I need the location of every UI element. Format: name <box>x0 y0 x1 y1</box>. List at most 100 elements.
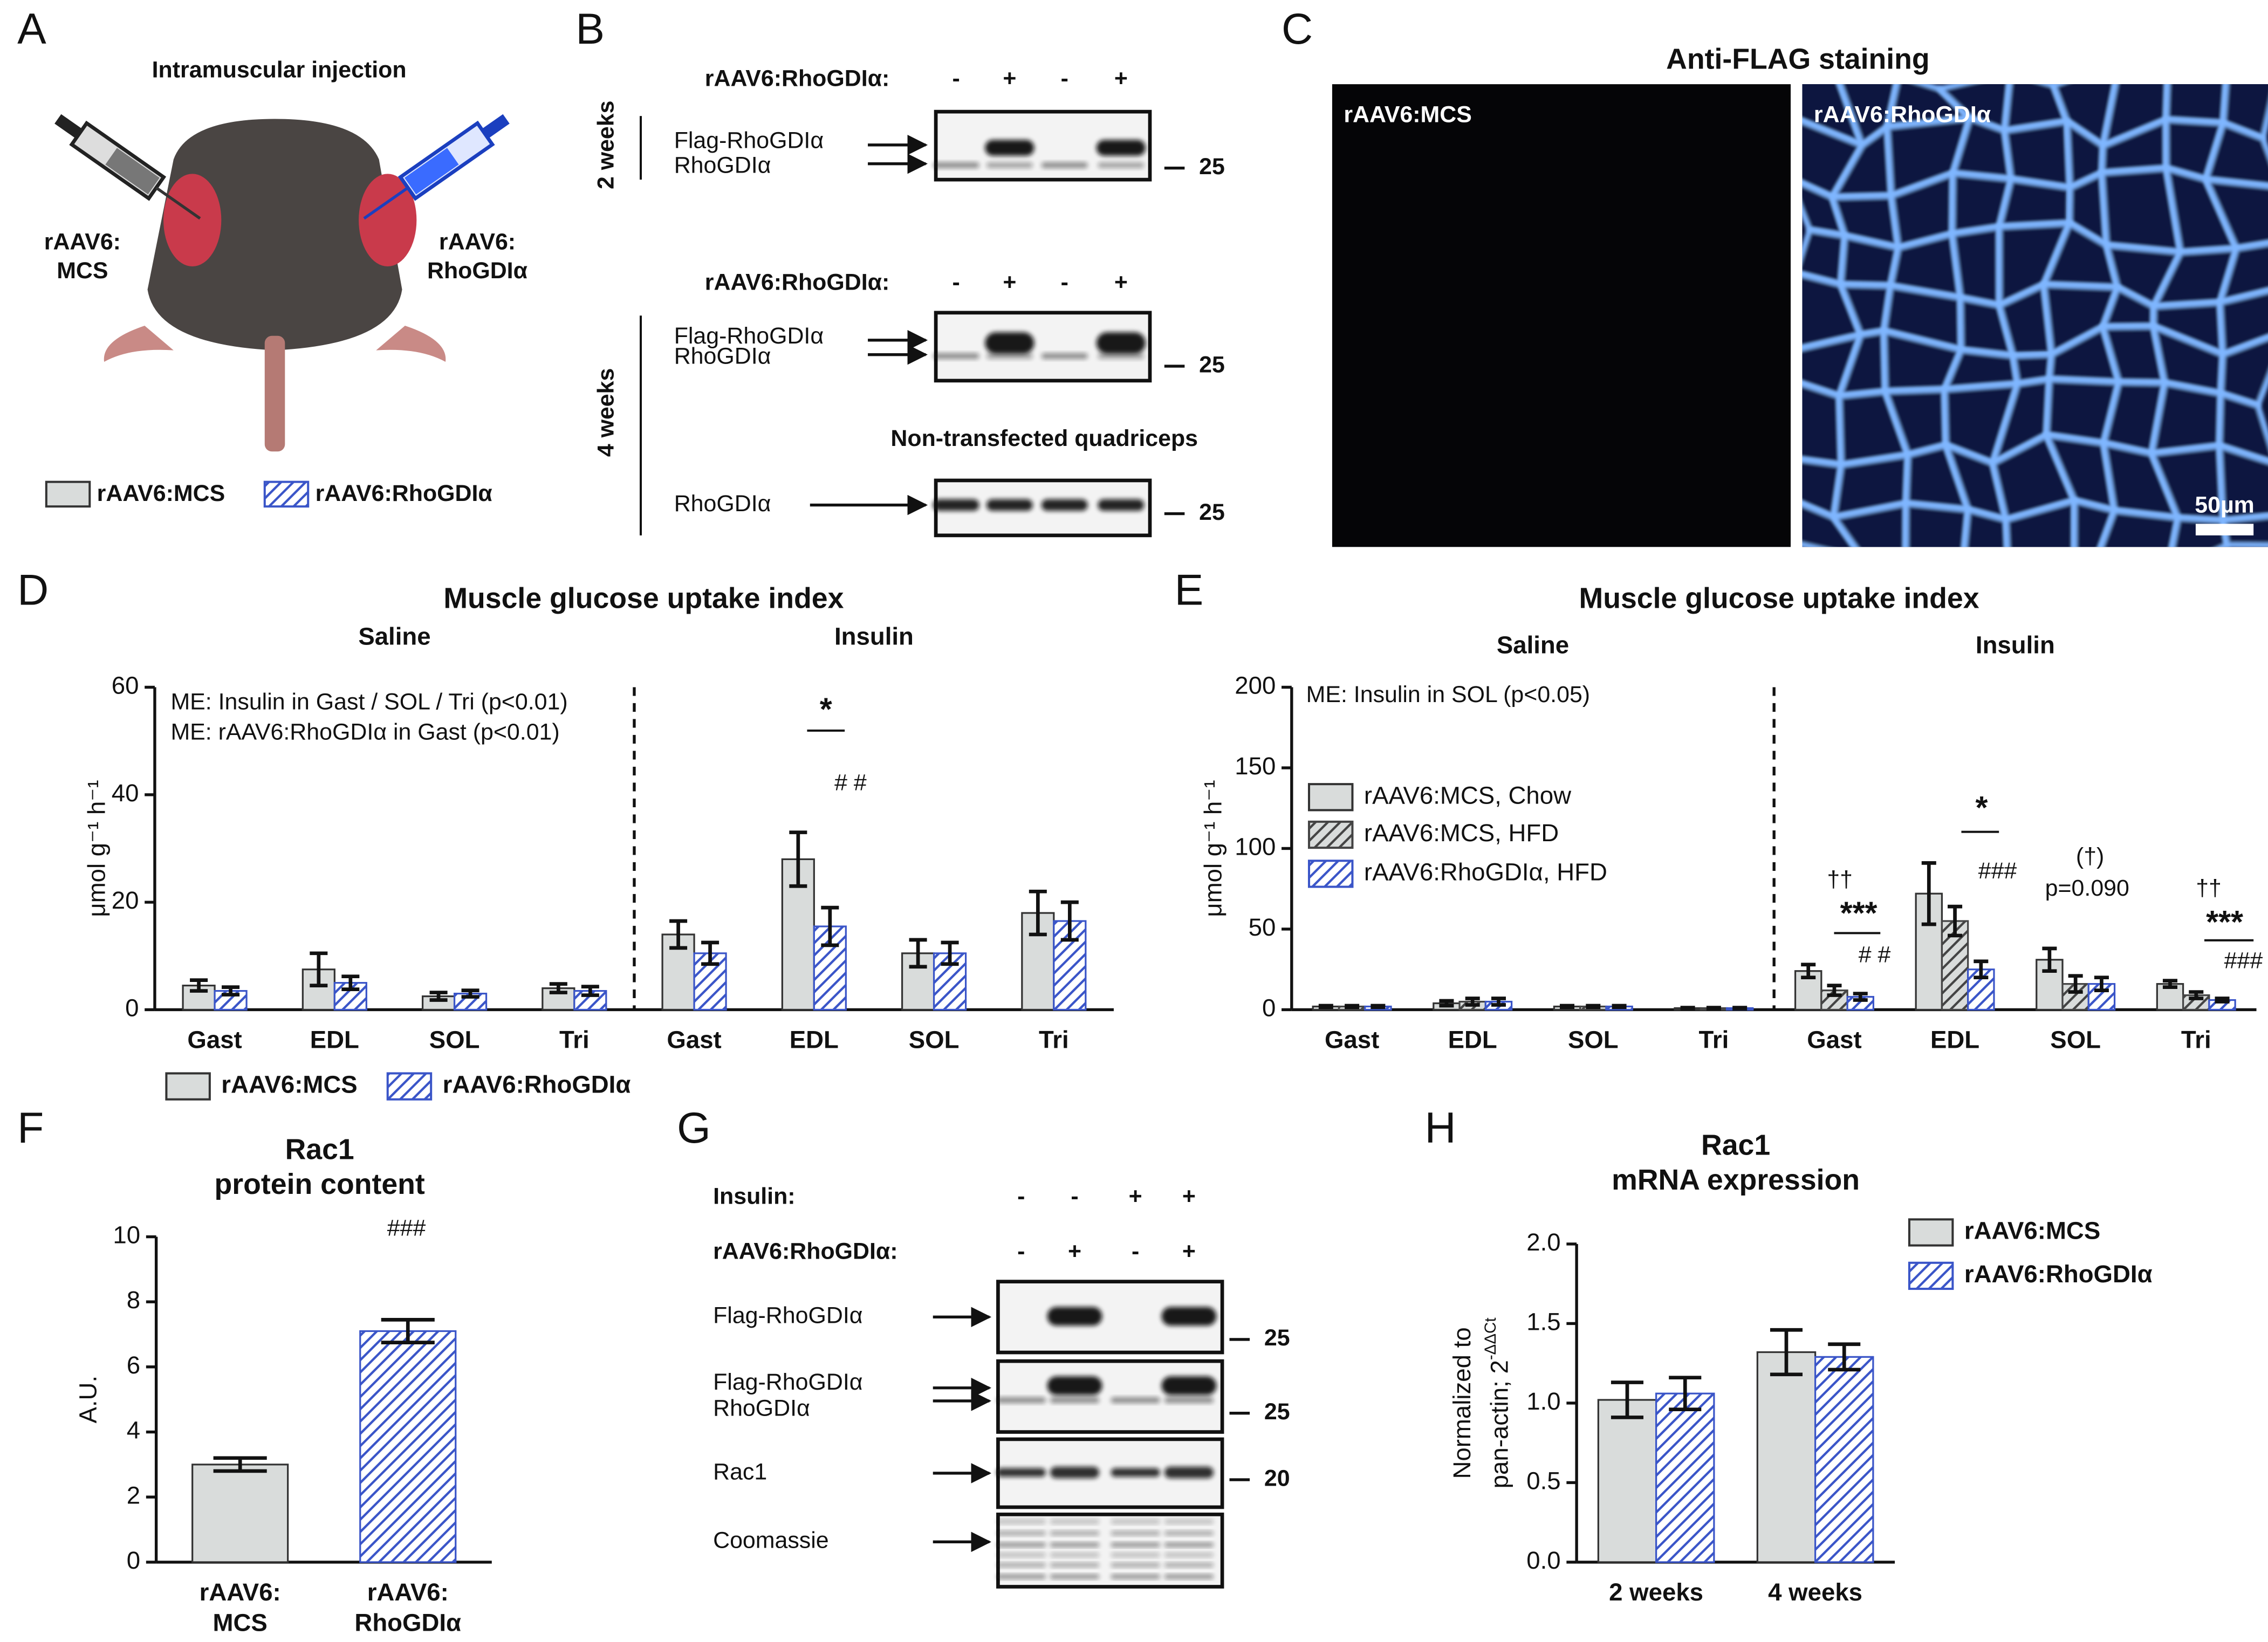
blot-band <box>996 1531 1046 1536</box>
bar <box>191 1464 289 1563</box>
error-bar <box>1669 1376 1702 1412</box>
y-tick-label: 40 <box>112 779 139 807</box>
blot-band <box>1164 1519 1214 1524</box>
panel-letter: E <box>1175 566 1204 614</box>
error-bar <box>701 940 720 966</box>
y-tick-label: 200 <box>1235 671 1276 699</box>
error-bar <box>1732 1006 1748 1011</box>
cell-outline <box>2217 241 2268 305</box>
chart-title: protein content <box>215 1168 425 1200</box>
error-bar <box>1560 1004 1575 1009</box>
image-label: rAAV6:MCS <box>1344 101 1472 127</box>
condition-sign: - <box>1061 270 1068 296</box>
blot-band <box>1164 1552 1214 1557</box>
x-tick-label: RhoGDIα <box>354 1609 461 1636</box>
error-bar <box>190 978 208 993</box>
cell-outline <box>2203 177 2268 251</box>
error-bar <box>341 974 360 991</box>
group-label: Saline <box>1497 631 1569 658</box>
blot-band <box>1164 1531 1214 1536</box>
blot-band <box>1111 1563 1160 1568</box>
error-bar <box>1770 1328 1803 1377</box>
blot-band <box>996 1552 1046 1557</box>
vector-label: rAAV6: <box>439 229 516 255</box>
mw-label: 25 <box>1199 154 1225 180</box>
cell-outline <box>2217 288 2268 358</box>
bar <box>1597 1399 1657 1563</box>
band-label: Flag-RhoGDIα <box>674 128 824 154</box>
error-bar <box>2189 990 2204 1000</box>
legend-swatch <box>386 1072 433 1101</box>
annotation: p=0.090 <box>2045 875 2129 901</box>
group-label: Saline <box>358 622 430 650</box>
y-tick-label: 100 <box>1235 833 1276 861</box>
blot-band <box>1111 1468 1160 1477</box>
legend-label: rAAV6:RhoGDIα <box>443 1071 631 1098</box>
band-label: RhoGDIα <box>713 1395 810 1421</box>
annotation: # # <box>1859 942 1891 968</box>
mw-label: 25 <box>1199 499 1225 525</box>
error-bar <box>461 988 479 999</box>
x-tick-label: EDL <box>1930 1026 1979 1054</box>
band-label: Flag-RhoGDIα <box>674 323 824 349</box>
vector-label: MCS <box>57 258 108 284</box>
blot-frame <box>996 1359 1224 1434</box>
bar <box>1655 1392 1715 1563</box>
cell-outline <box>2217 443 2268 524</box>
condition-label: rAAV6:RhoGDIα: <box>713 1238 897 1264</box>
x-tick-label: MCS <box>213 1609 268 1636</box>
blot-band <box>986 162 1033 168</box>
chart-title: mRNA expression <box>1612 1164 1860 1196</box>
condition-sign: - <box>1061 65 1068 91</box>
error-bar <box>2068 974 2083 994</box>
x-tick-label: Tri <box>1039 1026 1069 1054</box>
y-tick-label: 8 <box>127 1286 140 1314</box>
panel-letter: H <box>1425 1104 1456 1152</box>
error-bar <box>429 991 448 1002</box>
error-bar <box>1706 1006 1721 1011</box>
x-tick-label: Tri <box>2181 1026 2211 1054</box>
error-bar <box>1611 1380 1644 1419</box>
scale-label: 50µm <box>2195 492 2255 518</box>
chart-title: Muscle glucose uptake index <box>443 582 844 615</box>
error-bar <box>1948 904 1963 938</box>
legend-swatch <box>1307 820 1354 849</box>
legend-label: rAAV6:RhoGDIα <box>1964 1260 2153 1288</box>
y-axis-label: μmol g⁻¹ h⁻¹ <box>83 780 110 917</box>
error-bar <box>549 982 567 994</box>
blot-band <box>1111 1574 1160 1579</box>
x-tick-label: 4 weeks <box>1768 1578 1862 1606</box>
error-bar <box>1586 1004 1601 1009</box>
y-axis-label: A.U. <box>74 1376 101 1424</box>
error-bar <box>381 1318 435 1344</box>
condition-sign: - <box>952 65 960 91</box>
error-bar <box>310 951 328 987</box>
condition-sign: + <box>1068 1238 1081 1264</box>
cell-outline <box>2203 120 2268 189</box>
panel-letter: D <box>17 566 49 614</box>
blot-band <box>986 353 1033 359</box>
x-tick-label: Gast <box>187 1026 242 1054</box>
cell-outline <box>2163 84 2229 126</box>
condition-label: rAAV6:RhoGDIα: <box>705 65 889 91</box>
y-tick-label: 1.0 <box>1526 1387 1560 1415</box>
error-bar <box>1491 997 1506 1007</box>
panel-letter: F <box>17 1104 44 1152</box>
condition-sign: + <box>1114 270 1128 296</box>
scale-bar <box>2195 524 2254 535</box>
blot-band <box>1164 1542 1214 1547</box>
blot-band <box>986 499 1033 511</box>
y-tick-label: 0.0 <box>1526 1547 1560 1574</box>
blot-band <box>1161 1307 1217 1326</box>
x-tick-label: rAAV6: <box>200 1578 281 1606</box>
error-bar <box>581 985 599 997</box>
error-bar <box>1371 1004 1386 1009</box>
annotation: ### <box>387 1215 426 1241</box>
error-bar <box>941 940 959 966</box>
cell-outline <box>2003 498 2078 547</box>
x-tick-label: 2 weeks <box>1609 1578 1703 1606</box>
blot-band <box>1111 1531 1160 1536</box>
condition-sign: - <box>952 270 960 296</box>
y-tick-label: 10 <box>113 1221 140 1249</box>
time-label: 2 weeks <box>593 101 619 190</box>
